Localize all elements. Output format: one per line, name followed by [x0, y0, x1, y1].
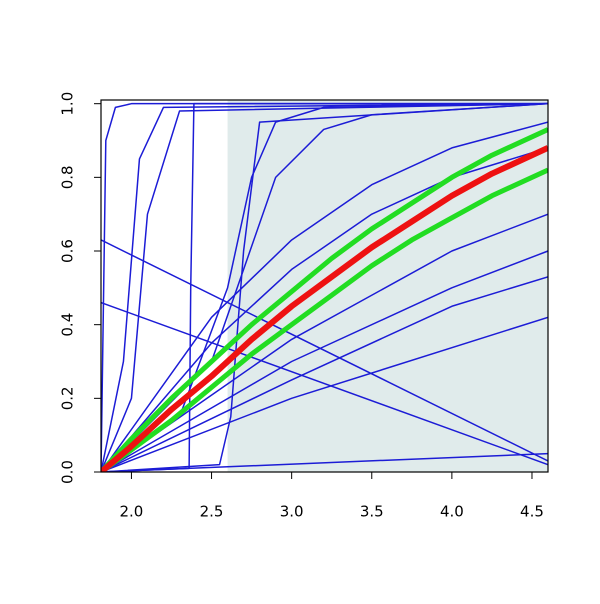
x-tick-label: 4.0: [440, 503, 464, 521]
y-tick-label: 1.0: [59, 92, 77, 116]
series-line: [101, 102, 548, 472]
series-line: [101, 167, 548, 472]
y-tick-label: 0.6: [59, 239, 77, 263]
series-line: [101, 213, 548, 472]
series-line: [101, 102, 548, 472]
series-line: [101, 147, 548, 472]
series-line: [101, 452, 548, 472]
series-line: [101, 276, 548, 472]
series-line: [101, 316, 548, 472]
series-line: [101, 102, 548, 472]
y-tick-label: 0.2: [59, 386, 77, 410]
y-tick-label: 0.0: [59, 460, 77, 484]
x-tick-label: 3.5: [360, 503, 384, 521]
plot-area: [101, 100, 548, 472]
series-line: [101, 239, 548, 462]
series-line: [101, 127, 548, 472]
series-line: [101, 121, 548, 472]
y-tick-label: 0.8: [59, 165, 77, 189]
x-tick-label: 2.0: [120, 503, 144, 521]
plot-frame: [100, 99, 549, 473]
series-line: [101, 301, 548, 466]
x-tick-label: 4.5: [520, 503, 544, 521]
x-tick-label: 3.0: [280, 503, 304, 521]
y-tick-label: 0.4: [59, 313, 77, 337]
series-line: [101, 145, 548, 472]
x-tick-label: 2.5: [200, 503, 224, 521]
series-line: [101, 250, 548, 472]
